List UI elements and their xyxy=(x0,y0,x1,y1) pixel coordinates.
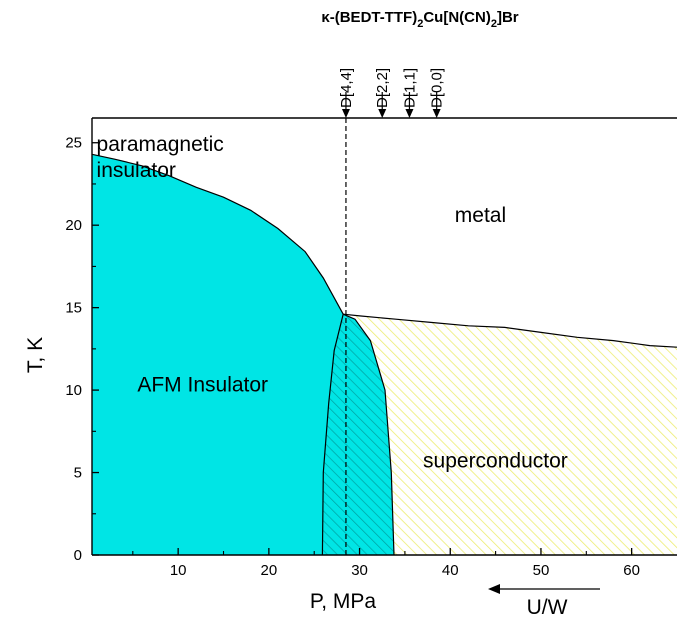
y-tick-label: 5 xyxy=(74,465,82,482)
chart-title-sub2: 2 xyxy=(491,18,497,30)
x-tick-label: 20 xyxy=(261,562,278,579)
marker-label: D[1,1] xyxy=(401,68,418,108)
x-tick-label: 50 xyxy=(533,562,550,579)
y-tick-label: 15 xyxy=(65,300,82,317)
marker-label: D[0,0] xyxy=(429,68,446,108)
x-axis-title: P, MPa xyxy=(310,590,376,613)
coexistence-left-line xyxy=(321,314,344,556)
region-label-metal: metal xyxy=(455,204,506,227)
y-tick-label: 0 xyxy=(74,547,82,564)
chart-title-mid: Cu[N(CN) xyxy=(423,9,490,26)
marker-arrow-head-icon xyxy=(405,109,414,118)
marker-label: D[4,4] xyxy=(338,68,355,108)
y-tick-label: 25 xyxy=(65,135,82,152)
region-label-paramagnetic: paramagnetic insulator xyxy=(97,133,224,182)
chart-title-sub1: 2 xyxy=(417,18,423,30)
y-tick-label: 20 xyxy=(65,217,82,234)
marker-arrow-head-icon xyxy=(341,109,350,118)
y-axis-title: T, K xyxy=(24,337,47,373)
chart-title-suffix: ]Br xyxy=(497,9,519,26)
doping-markers: D[4,4] D[2,2] D[1,1] D[0,0] xyxy=(338,68,446,118)
afm-region xyxy=(92,154,344,556)
marker-arrow-head-icon xyxy=(432,109,441,118)
x-tick-label: 30 xyxy=(351,562,368,579)
marker-label: D[2,2] xyxy=(374,68,391,108)
x-tick-label: 10 xyxy=(170,562,187,579)
secondary-x-axis-title: U/W xyxy=(527,596,568,619)
region-label-superconductor: superconductor xyxy=(423,450,568,473)
superconductor-region xyxy=(322,314,677,555)
region-label-line: AFM Insulator xyxy=(137,374,268,397)
chart-title-prefix: κ-(BEDT-TTF) xyxy=(321,9,417,26)
region-label-line: metal xyxy=(455,204,506,227)
region-label-afm: AFM Insulator xyxy=(137,374,268,397)
uw-arrow-head-icon xyxy=(488,584,500,594)
y-tick-label: 10 xyxy=(65,382,82,399)
marker-arrow-head-icon xyxy=(378,109,387,118)
x-tick-label: 40 xyxy=(442,562,459,579)
metal-boundary-line xyxy=(343,313,677,348)
x-tick-label: 60 xyxy=(623,562,640,579)
coexistence-region xyxy=(322,314,394,555)
region-label-line: insulator xyxy=(97,159,176,182)
region-labels: paramagnetic insulator metal AFM Insulator s… xyxy=(97,133,568,473)
region-label-line: paramagnetic xyxy=(97,133,224,156)
axis-ticks: 10 20 30 40 50 60 0 5 10 15 20 25 xyxy=(65,135,640,579)
region-label-line: superconductor xyxy=(423,450,568,473)
coexistence-right-line xyxy=(342,313,395,556)
afm-boundary-line xyxy=(91,153,344,315)
chart-title: κ-(BEDT-TTF)2Cu[N(CN)2]Br xyxy=(321,9,518,30)
